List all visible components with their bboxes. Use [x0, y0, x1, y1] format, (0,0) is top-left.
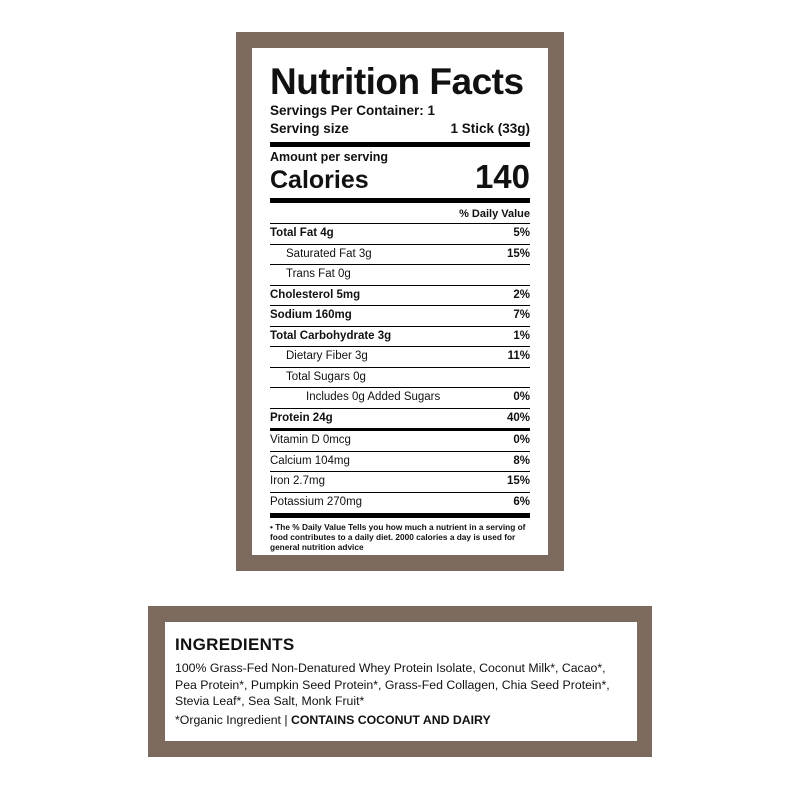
allergen-statement: CONTAINS COCONUT AND DAIRY: [290, 712, 491, 727]
ingredients-text: 100% Grass-Fed Non-Denatured Whey Protei…: [175, 661, 610, 708]
nutrient-name: Total Carbohydrate 3g: [270, 329, 392, 342]
nutrient-daily-value: 15%: [506, 475, 530, 487]
amount-per-serving: Amount per serving: [270, 150, 389, 164]
nutrient-daily-value: 1%: [513, 329, 530, 342]
nutrient-daily-value: 11%: [507, 350, 530, 362]
nutrient-daily-value: 2%: [513, 288, 530, 301]
nutrient-row: Saturated Fat 3g 15%: [270, 245, 530, 265]
calories-value: 140: [474, 158, 530, 195]
daily-value-footnote: • The % Daily Value Tells you how much a…: [270, 522, 526, 552]
nutrient-row: Total Fat 4g 5%: [270, 224, 530, 245]
nutrient-daily-value: 15%: [506, 247, 530, 260]
nutrient-name: Calcium 104mg: [270, 454, 350, 467]
nutrient-name: Trans Fat 0g: [286, 268, 351, 280]
nutrient-row: Total Carbohydrate 3g 1%: [270, 327, 530, 347]
nutrient-row: Dietary Fiber 3g 11%: [270, 347, 530, 368]
nutrient-row: Calcium 104mg 8%: [270, 452, 530, 472]
nutrient-row: Potassium 270mg 6%: [270, 493, 530, 513]
nutrient-row: Trans Fat 0g: [270, 265, 530, 286]
nutrition-title: Nutrition Facts: [270, 61, 524, 102]
nutrient-row: Sodium 160mg 7%: [270, 306, 530, 327]
nutrient-daily-value: 5%: [513, 227, 530, 239]
daily-value-header: % Daily Value: [270, 206, 530, 224]
nutrient-row: Total Sugars 0g: [270, 368, 530, 388]
nutrient-daily-value: 0%: [513, 391, 530, 403]
nutrient-daily-value: 6%: [513, 495, 530, 508]
servings-per-container: Servings Per Container: 1: [270, 103, 436, 118]
divider: [270, 428, 530, 431]
calories-label: Calories: [270, 166, 369, 194]
nutrient-row: Vitamin D 0mcg 0%: [270, 431, 530, 452]
nutrition-facts-panel: Nutrition Facts Servings Per Container: …: [252, 48, 548, 555]
nutrient-name: Sodium 160mg: [270, 309, 352, 321]
ingredients-panel: INGREDIENTS 100% Grass-Fed Non-Denatured…: [165, 622, 637, 741]
nutrient-name: Saturated Fat 3g: [286, 247, 372, 260]
calories-row: Calories 140: [270, 158, 530, 195]
nutrient-row: Iron 2.7mg 15%: [270, 472, 530, 493]
ingredients-frame: INGREDIENTS 100% Grass-Fed Non-Denatured…: [148, 606, 652, 757]
nutrient-row: Cholesterol 5mg 2%: [270, 286, 530, 306]
nutrient-row: Includes 0g Added Sugars 0%: [270, 388, 530, 409]
nutrient-name: Protein 24g: [270, 411, 333, 424]
serving-size: Serving size 1 Stick (33g): [270, 120, 530, 138]
nutrition-facts-frame: Nutrition Facts Servings Per Container: …: [236, 32, 564, 571]
ingredients-heading: INGREDIENTS: [175, 635, 295, 654]
nutrient-daily-value: 0%: [513, 434, 530, 446]
nutrient-name: Vitamin D 0mcg: [270, 434, 351, 446]
nutrient-daily-value: 40%: [506, 411, 530, 424]
divider: [270, 142, 530, 147]
organic-note: *Organic Ingredient | CONTAINS COCONUT A…: [175, 712, 491, 727]
serving-size-label: Serving size: [270, 121, 349, 136]
nutrient-name: Total Fat 4g: [270, 227, 334, 239]
nutrient-name: Potassium 270mg: [270, 495, 363, 508]
serving-size-value: 1 Stick (33g): [450, 121, 530, 136]
nutrient-daily-value: 7%: [513, 309, 530, 321]
nutrient-name: Total Sugars 0g: [286, 370, 366, 383]
nutrient-name: Cholesterol 5mg: [270, 288, 361, 301]
nutrient-row: Protein 24g 40%: [270, 409, 530, 429]
nutrient-name: Includes 0g Added Sugars: [306, 391, 441, 403]
divider: [270, 513, 530, 518]
nutrient-daily-value: 8%: [513, 454, 530, 467]
nutrient-name: Iron 2.7mg: [270, 475, 325, 487]
nutrient-name: Dietary Fiber 3g: [286, 350, 368, 362]
divider: [270, 198, 530, 203]
